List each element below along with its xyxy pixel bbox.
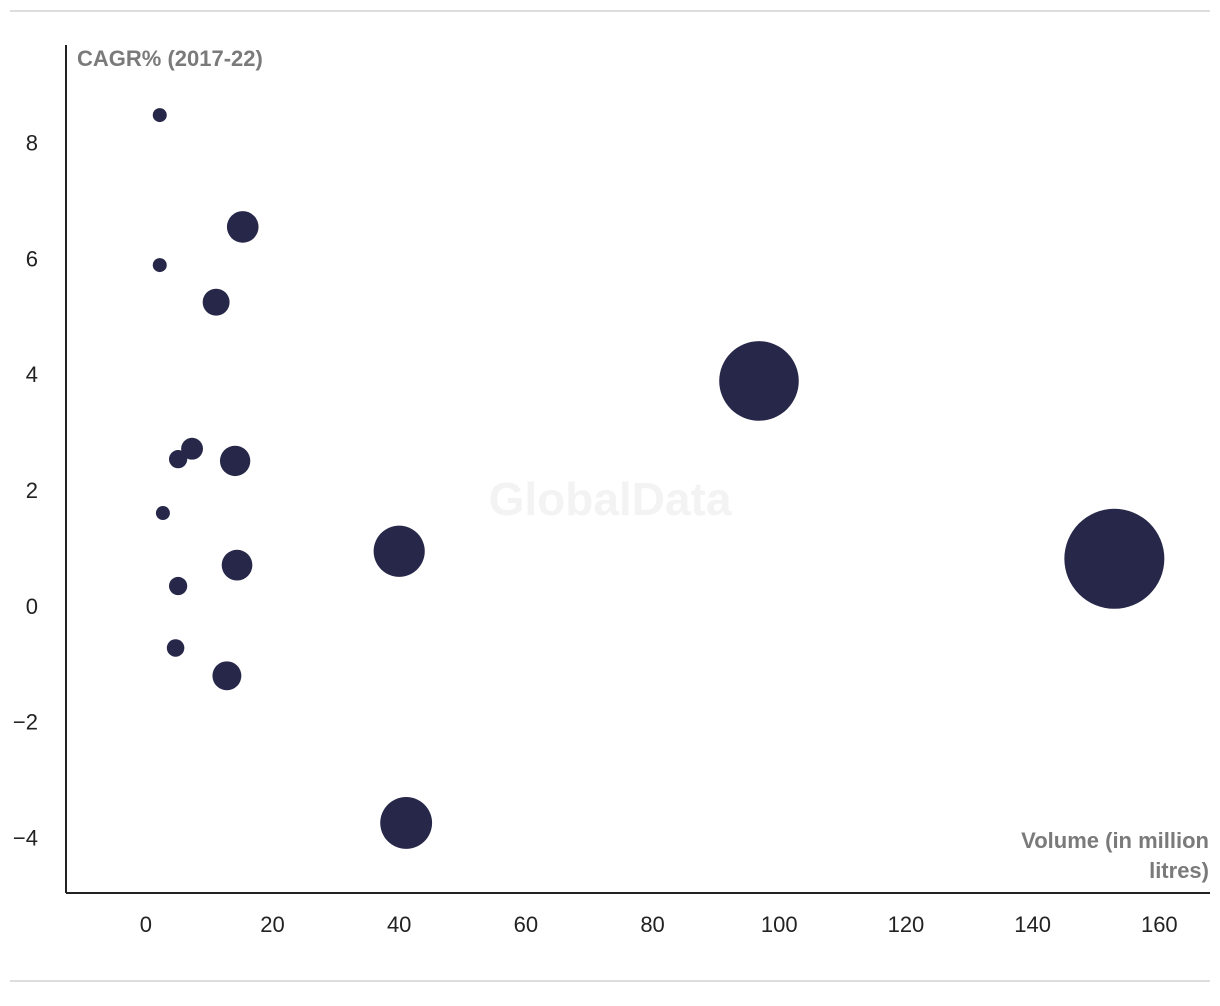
x-tick-label: 160 [1141,912,1178,937]
x-tick-label: 140 [1014,912,1051,937]
bubble [181,437,203,460]
y-tick-label: 4 [26,362,38,387]
x-tick-label: 40 [387,912,411,937]
bubble [202,288,230,316]
bubble [373,525,425,577]
x-tick-label: 0 [140,912,152,937]
y-tick-label: −4 [13,826,38,851]
bubble [221,549,253,581]
y-tick-label: 8 [26,130,38,155]
y-axis-title: CAGR% (2017-22) [77,46,263,71]
watermark: GlobalData [489,473,732,525]
bubble [226,211,259,243]
x-tick-label: 100 [761,912,798,937]
y-tick-label: 0 [26,594,38,619]
bubble [152,258,167,273]
x-axis-title: Volume (in million litres) [1021,828,1209,883]
bubble [155,506,170,521]
x-tick-label: 20 [260,912,284,937]
bubble [219,445,251,477]
bubble [168,576,188,596]
bubble [719,341,799,421]
x-tick-label: 80 [640,912,664,937]
y-tick-label: 2 [26,478,38,503]
x-tick-label: 120 [888,912,925,937]
bubble [152,108,167,123]
bubble [380,796,433,849]
bubble [212,661,242,691]
x-tick-label: 60 [514,912,538,937]
bubble [166,639,185,657]
y-tick-label: −2 [13,710,38,735]
y-tick-label: 6 [26,246,38,271]
bubble [168,450,188,469]
bubble [1064,508,1165,609]
